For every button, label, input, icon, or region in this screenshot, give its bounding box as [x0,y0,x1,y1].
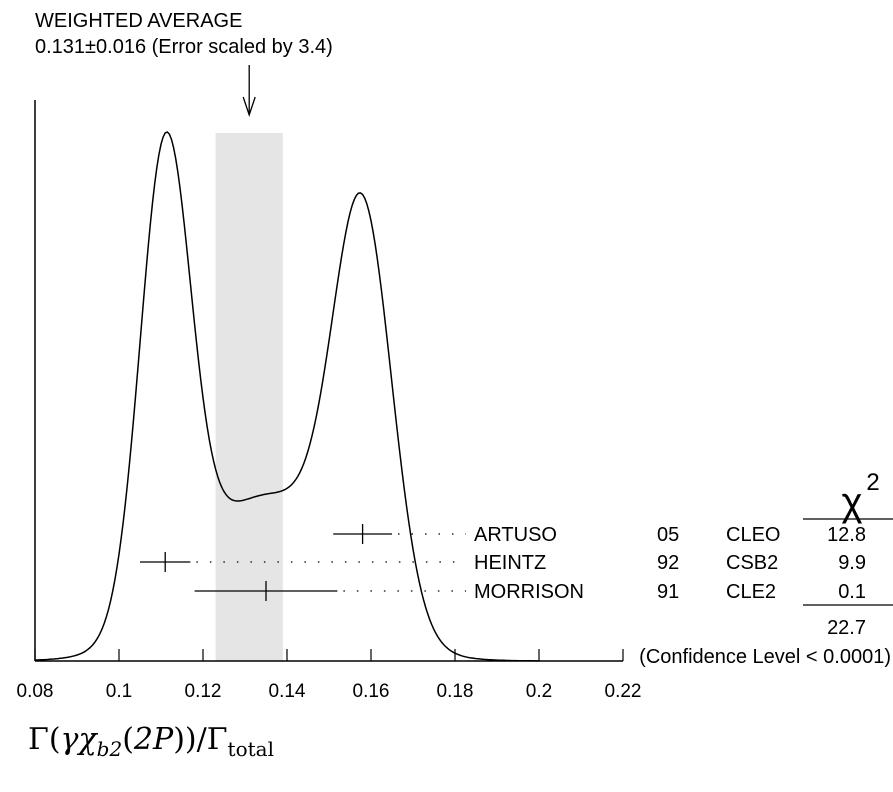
measurement-author: ARTUSO [474,524,557,546]
measurement-experiment: CLEO [726,524,780,546]
x-tick-label: 0.22 [605,681,642,702]
average-band [215,133,283,661]
ideogram-curve [34,131,539,662]
confidence-level: (Confidence Level < 0.0001) [639,646,891,668]
measurement-year: 05 [657,524,679,546]
x-axis-label-subscript: b2 [96,737,123,761]
average-arrow-head [242,96,256,118]
x-tick-label: 0.08 [17,681,54,702]
x-tick-label: 0.14 [269,681,306,702]
measurement-year: 92 [657,552,679,574]
measurement-year: 91 [657,581,679,603]
x-tick-label: 0.12 [185,681,222,702]
measurement-chi2: 12.8 [827,524,866,546]
chart-subtitle: 0.131±0.016 (Error scaled by 3.4) [35,36,333,58]
x-axis-label-state: 2P [133,722,174,757]
x-tick-label: 0.18 [437,681,474,702]
x-tick-label: 0.2 [526,681,552,702]
x-axis-label-process: γχ [60,722,97,757]
x-axis-label-gamma: Γ [28,722,49,757]
x-tick-label: 0.1 [106,681,132,702]
chi2-header: χ [842,480,863,524]
x-axis-label-total: total [227,737,274,761]
x-tick-label: 0.16 [353,681,390,702]
x-axis-label: Γ(γχb2(2P))/Γtotal [28,722,274,761]
measurement-experiment: CLE2 [726,581,776,603]
chi2-total: 22.7 [827,617,866,639]
measurement-chi2: 0.1 [838,581,866,603]
measurement-author: MORRISON [474,581,584,603]
measurement-experiment: CSB2 [726,552,778,574]
chi2-power: 2 [866,469,879,496]
measurement-chi2: 9.9 [838,552,866,574]
chart-title: WEIGHTED AVERAGE [35,10,242,32]
measurement-author: HEINTZ [474,552,546,574]
